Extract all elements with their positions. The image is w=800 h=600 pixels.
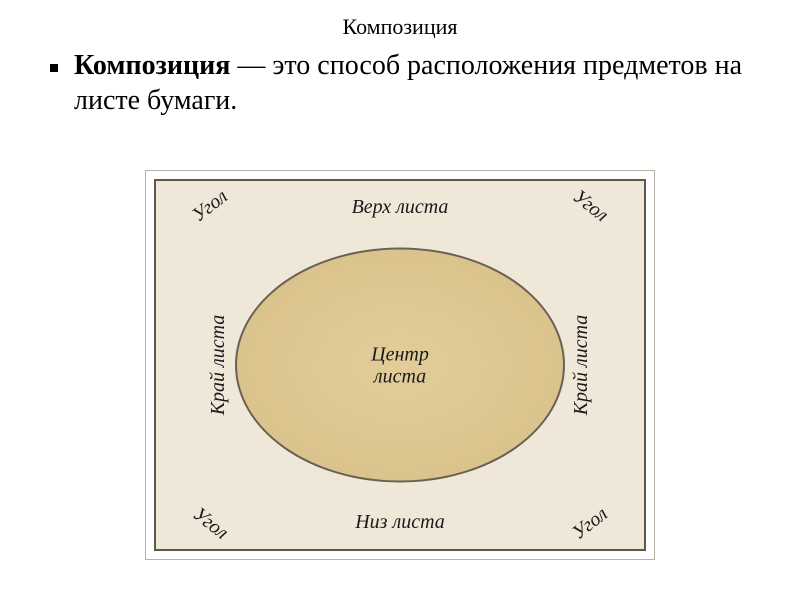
label-corner-br: Угол xyxy=(568,503,612,545)
label-bottom: Низ листа xyxy=(355,511,445,534)
label-right: Край листа xyxy=(570,315,593,416)
center-label-line2: листа xyxy=(374,365,426,387)
definition-term: Композиция xyxy=(74,50,230,81)
slide: Композиция Композиция — это способ распо… xyxy=(0,0,800,600)
diagram-outer-border: Центр листа Верх листа Низ листа Край ли… xyxy=(145,170,655,560)
center-label: Центр листа xyxy=(371,343,429,387)
paper-sheet: Центр листа Верх листа Низ листа Край ли… xyxy=(154,179,646,551)
label-left: Край листа xyxy=(207,315,230,416)
center-label-line1: Центр xyxy=(371,343,429,365)
label-top: Верх листа xyxy=(352,196,449,219)
slide-title: Композиция xyxy=(0,0,800,40)
label-corner-tr: Угол xyxy=(568,185,612,227)
label-corner-tl: Угол xyxy=(188,185,232,227)
label-corner-bl: Угол xyxy=(188,503,232,545)
definition-dash: — xyxy=(230,50,272,81)
diagram: Центр листа Верх листа Низ листа Край ли… xyxy=(145,170,655,560)
center-ellipse: Центр листа xyxy=(235,248,565,483)
definition-text: Композиция — это способ расположения пре… xyxy=(74,48,760,118)
definition-row: Композиция — это способ расположения пре… xyxy=(0,40,800,118)
bullet-icon xyxy=(50,64,58,72)
